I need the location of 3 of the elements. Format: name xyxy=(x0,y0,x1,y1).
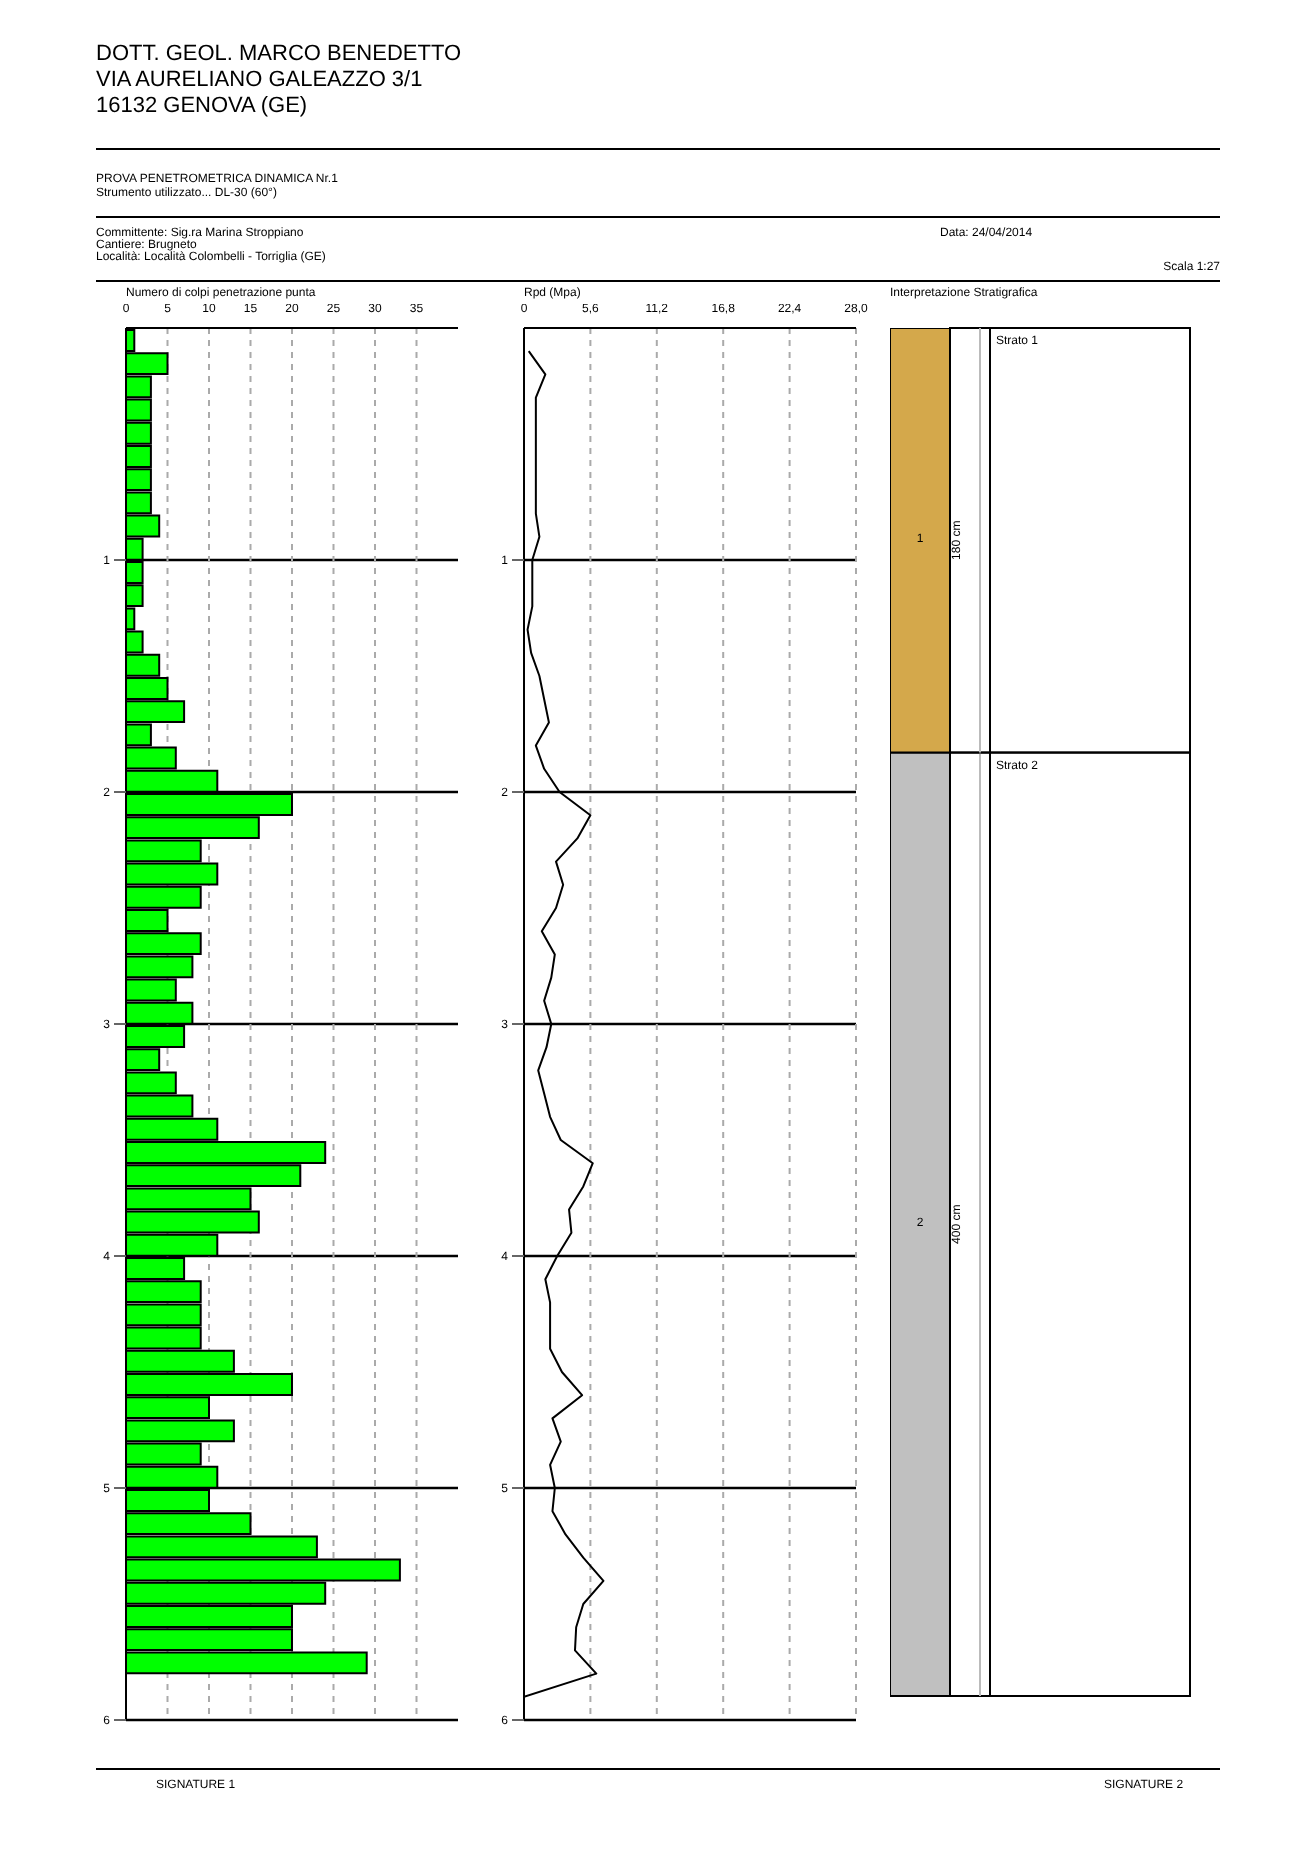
text: DOTT. GEOL. MARCO BENEDETTO xyxy=(96,42,462,66)
text: VIA AURELIANO GALEAZZO 3/1 xyxy=(96,68,423,92)
text: 16132 GENOVA (GE) xyxy=(96,94,308,118)
